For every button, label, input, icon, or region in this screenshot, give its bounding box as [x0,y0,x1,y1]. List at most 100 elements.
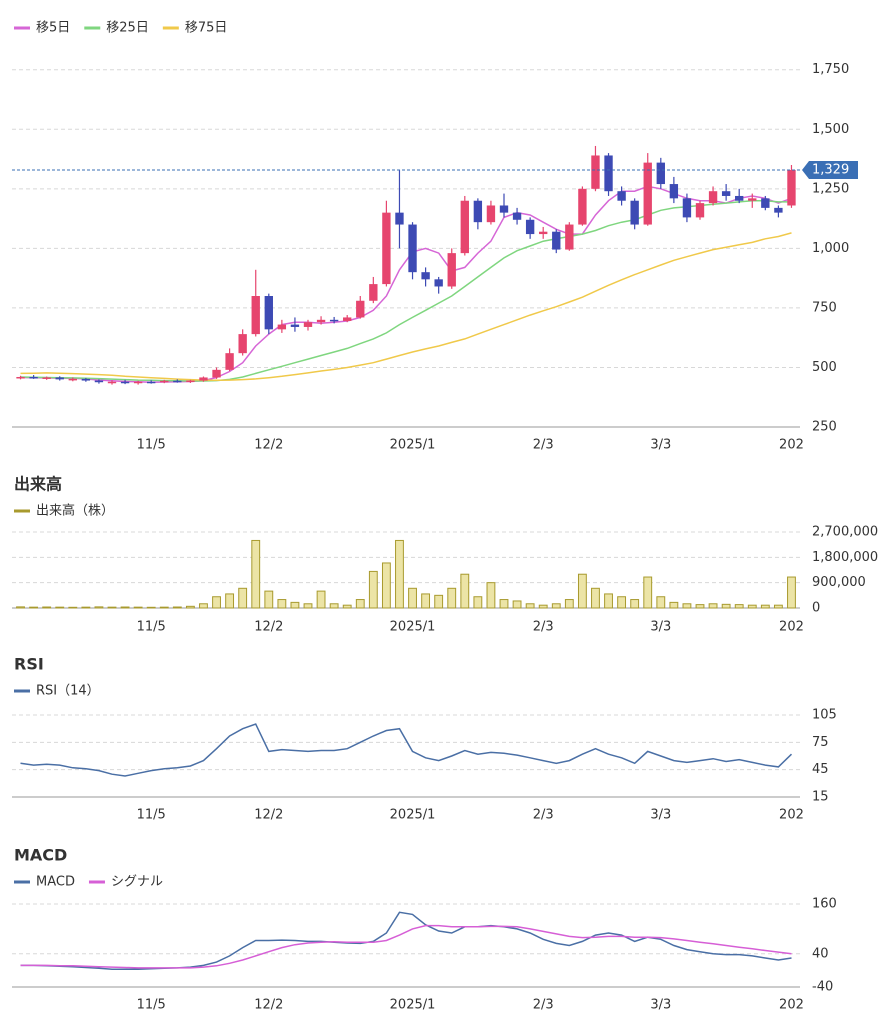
candle-body [552,231,561,250]
x-tick-label: 202 [779,438,804,453]
volume-bar [316,590,326,609]
candle-body [669,184,679,199]
volume-bar [669,601,679,609]
candle-body [199,377,208,381]
x-tick-label: 11/5 [137,808,166,823]
volume-bar [120,606,130,609]
volume-bar [512,600,522,609]
volume-bar [29,606,39,609]
x-tick-label: 3/3 [650,998,671,1013]
last-price-tag [802,161,858,180]
x-tick-label: 2/3 [533,808,554,823]
volume-bar [591,587,600,609]
volume-bar [146,606,156,609]
y-tick-label: 900,000 [812,575,866,590]
y-tick-label: 1,000 [812,241,849,256]
volume-bar [525,603,535,609]
volume-bar [342,604,352,609]
candle-body [604,155,613,192]
candle-body [107,381,117,384]
volume-bar [16,606,25,609]
panel-title: 出来高 [14,475,62,494]
candle-body [761,198,770,208]
x-tick-label: 12/2 [254,438,283,453]
series-line [20,185,792,383]
volume-bar [734,604,744,609]
volume-bar [277,599,287,609]
x-tick-label: 202 [779,620,804,635]
volume-bar [94,606,104,609]
candle-body [591,155,600,189]
y-tick-label: 500 [812,360,837,375]
y-tick-label: 160 [812,897,837,912]
candle-body [473,200,483,223]
x-tick-label: 202 [779,808,804,823]
x-tick-label: 2025/1 [390,998,436,1013]
legend-label: 移5日 [36,21,70,36]
candle-body [774,207,783,213]
volume-bar [747,604,757,609]
candle-body [695,203,705,218]
x-tick-label: 11/5 [137,620,166,635]
candle-body [173,380,182,383]
volume-bar [408,587,417,609]
volume-bar [538,604,548,609]
volume-bar [42,606,52,609]
candle-body [578,188,587,225]
y-tick-label: 1,250 [812,181,849,196]
x-tick-label: 12/2 [254,998,283,1013]
y-tick-label: 15 [812,790,829,805]
candle-body [748,198,757,201]
candle-body [682,198,692,218]
series-line [20,924,792,969]
candle-body [290,324,300,327]
candle-body [356,300,365,318]
x-tick-label: 2/3 [533,998,554,1013]
candle-body [133,381,143,384]
volume-bar [773,604,783,609]
volume-bar [199,603,208,609]
volume-bar [643,576,653,609]
y-tick-label: 1,750 [812,62,849,77]
volume-bar [460,573,470,609]
x-tick-label: 2/3 [533,438,554,453]
volume-bar [251,539,261,609]
series-line [20,723,793,777]
volume-bar [55,606,65,609]
volume-bar [630,599,640,609]
candle-body [42,377,51,379]
volume-bar [486,582,496,609]
candle-body [264,296,273,330]
candle-body [55,377,64,380]
candle-body [421,272,430,280]
volume-bar [656,596,666,609]
candle-body [81,378,91,381]
volume-bar [225,593,235,609]
candle-body [656,162,665,185]
volume-bar [185,605,195,609]
series-line [20,232,792,382]
candle-body [343,317,352,322]
volume-bar [708,603,718,609]
candle-body [303,322,313,327]
volume-bar [290,601,300,609]
series-line [20,199,792,382]
candle-body [94,380,104,383]
y-tick-label: -40 [812,980,833,995]
candle-body [369,284,378,301]
x-tick-label: 202 [779,998,804,1013]
x-tick-label: 12/2 [254,620,283,635]
volume-bar [172,606,182,609]
y-tick-label: 1,800,000 [812,550,878,565]
legend-label: RSI（14） [36,684,100,699]
candle-body [16,376,25,379]
candle-body [408,224,417,273]
volume-bar [368,570,378,609]
candle-body [147,381,156,384]
volume-bar [577,573,587,609]
panel-title: RSI [14,655,44,674]
volume-bar [551,603,561,609]
candle-body [460,200,469,254]
y-tick-label: 1,500 [812,122,849,137]
